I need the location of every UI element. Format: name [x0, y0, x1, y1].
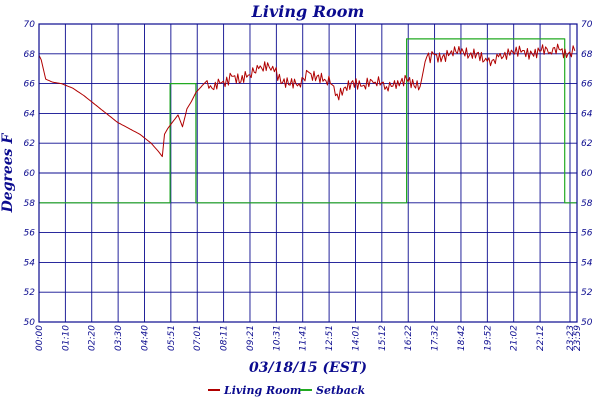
x-tick-labels: 00:00 01:10 02:20 03:30 04:40 05:51 07:01 08:11…: [35, 325, 583, 351]
y-tick-label-right: 56: [581, 229, 593, 239]
y-tick-label-right: 52: [581, 288, 593, 298]
y-tick-label-right: 68: [581, 50, 593, 60]
legend-item-setback: Setback: [300, 384, 366, 397]
y-tick-labels-left: 50 52 54 56 58 60 62 64 66 68 70: [24, 20, 36, 328]
x-tick-label: 09:21: [246, 325, 256, 351]
x-tick-label: 03:30: [114, 325, 124, 351]
y-tick-label-left: 54: [24, 258, 36, 268]
y-tick-label-right: 62: [581, 139, 593, 149]
y-tick-label-left: 64: [24, 109, 36, 119]
y-tick-label-left: 52: [24, 288, 36, 298]
legend: Living Room Setback: [208, 384, 366, 397]
y-tick-labels-right: 50 52 54 56 58 60 62 64 66 68 70: [581, 20, 593, 328]
x-tick-label: 05:51: [167, 325, 177, 351]
x-tick-label: 17:32: [431, 325, 441, 351]
y-tick-label-right: 58: [581, 199, 593, 209]
x-tick-label: 18:42: [457, 325, 467, 351]
x-tick-label: 07:01: [193, 325, 203, 351]
legend-item-living-room: Living Room: [208, 384, 301, 397]
x-tick-label: 16:22: [404, 325, 414, 351]
x-tick-label: 23:23: [566, 325, 576, 351]
x-tick-label: 00:00: [35, 325, 45, 351]
plot-frame: [38, 23, 578, 323]
y-tick-label-left: 66: [24, 80, 36, 90]
y-tick-label-left: 60: [24, 169, 36, 179]
x-tick-label: 19:52: [483, 325, 493, 351]
y-tick-label-right: 70: [581, 20, 593, 30]
y-tick-label-right: 50: [581, 318, 593, 328]
grid: [38, 23, 578, 323]
series-line-setback: [39, 38, 577, 204]
x-axis-label: 03/18/15 (EST): [249, 360, 367, 376]
chart-title: Living Room: [251, 2, 365, 21]
x-tick-label: 11:41: [299, 325, 309, 351]
x-tick-label: 22:12: [536, 325, 546, 351]
y-axis-label: Degrees F: [0, 133, 16, 214]
legend-label: Living Room: [223, 384, 301, 397]
y-tick-label-right: 60: [581, 169, 593, 179]
x-tick-label: 12:51: [325, 325, 335, 351]
y-tick-label-right: 64: [581, 109, 593, 119]
x-tick-label: 08:11: [220, 325, 230, 351]
y-tick-label-left: 62: [24, 139, 36, 149]
y-tick-label-left: 50: [24, 318, 36, 328]
legend-label: Setback: [316, 384, 366, 397]
x-tick-label: 01:10: [61, 325, 71, 351]
y-tick-label-left: 58: [24, 199, 36, 209]
x-tick-label: 02:20: [88, 325, 98, 351]
y-tick-label-right: 66: [581, 80, 593, 90]
x-tick-label: 21:02: [510, 325, 520, 351]
x-tick-label: 14:01: [351, 325, 361, 351]
y-tick-label-left: 56: [24, 229, 36, 239]
y-tick-label-right: 54: [581, 258, 593, 268]
y-tick-label-left: 68: [24, 50, 36, 60]
series-layer: [38, 38, 577, 204]
series-line-living-room: [38, 43, 576, 158]
x-tick-label: 15:12: [378, 325, 388, 351]
x-tick-label: 10:31: [272, 325, 282, 351]
y-tick-label-left: 70: [24, 20, 36, 30]
x-tick-label: 04:40: [140, 325, 150, 351]
x-tick-label: 23:59: [573, 325, 583, 351]
